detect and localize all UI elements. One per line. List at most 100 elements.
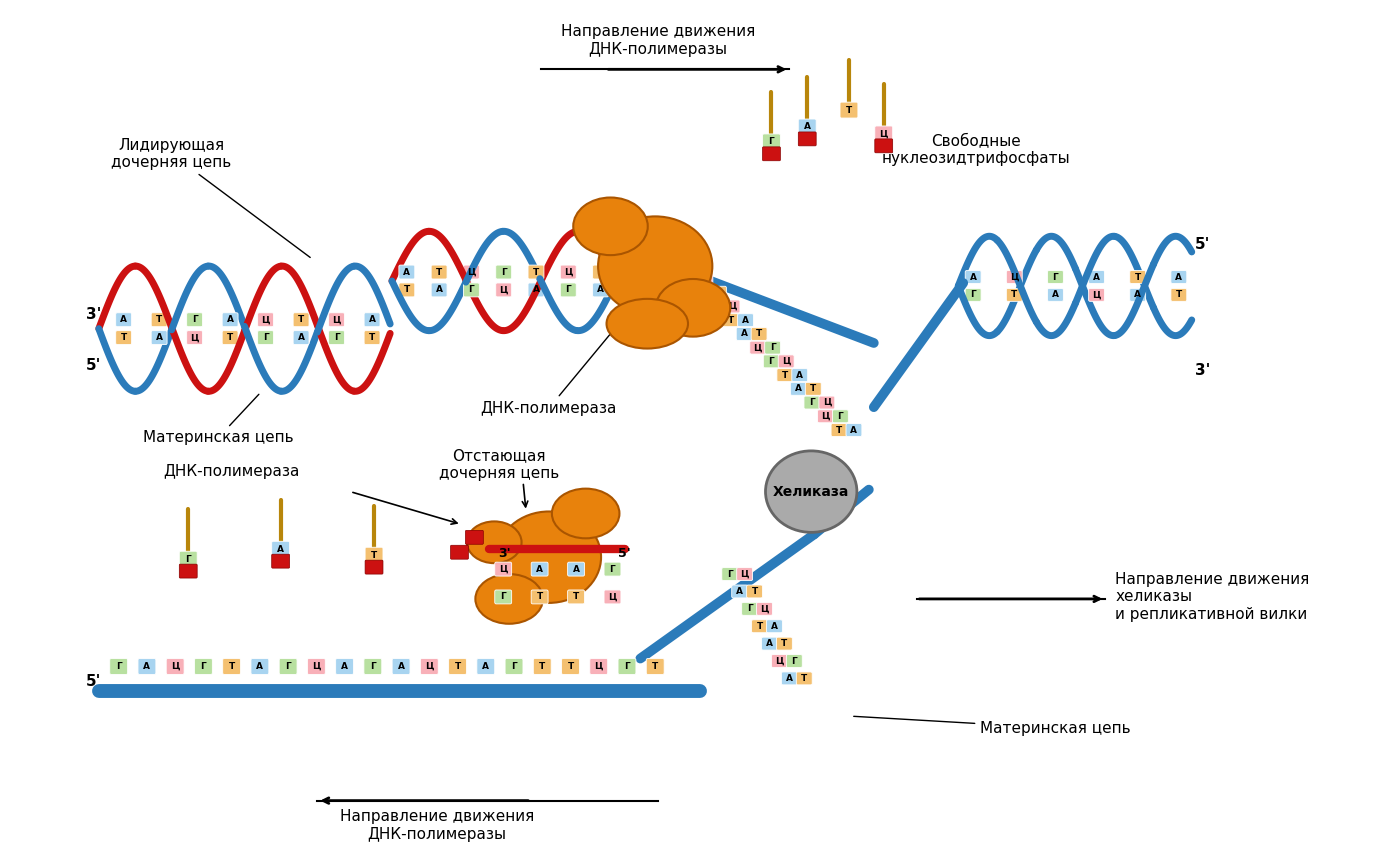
- FancyBboxPatch shape: [806, 383, 821, 396]
- FancyBboxPatch shape: [567, 590, 584, 604]
- FancyBboxPatch shape: [874, 139, 892, 153]
- FancyBboxPatch shape: [781, 672, 797, 685]
- Text: Ц: Ц: [190, 334, 198, 342]
- FancyBboxPatch shape: [271, 541, 289, 557]
- FancyBboxPatch shape: [364, 313, 380, 327]
- Text: Г: Г: [500, 593, 507, 601]
- FancyBboxPatch shape: [223, 658, 241, 675]
- FancyBboxPatch shape: [764, 341, 781, 354]
- Text: Т: Т: [540, 662, 545, 671]
- Text: Ц: Ц: [262, 315, 270, 324]
- Text: Т: Т: [801, 674, 807, 683]
- FancyBboxPatch shape: [329, 313, 344, 327]
- FancyBboxPatch shape: [293, 313, 308, 327]
- FancyBboxPatch shape: [1089, 289, 1104, 302]
- Text: Г: Г: [191, 315, 197, 324]
- Ellipse shape: [606, 299, 688, 348]
- Text: Г: Г: [566, 285, 571, 295]
- FancyBboxPatch shape: [771, 655, 788, 668]
- Text: Ц: Ц: [467, 268, 475, 276]
- FancyBboxPatch shape: [496, 283, 512, 297]
- FancyBboxPatch shape: [1170, 289, 1187, 302]
- Text: Т: Т: [121, 334, 127, 342]
- FancyBboxPatch shape: [737, 327, 752, 340]
- Text: Г: Г: [186, 555, 191, 563]
- FancyBboxPatch shape: [1129, 289, 1146, 302]
- FancyBboxPatch shape: [392, 658, 410, 675]
- FancyBboxPatch shape: [194, 658, 212, 675]
- Text: А: А: [851, 425, 858, 435]
- Text: Г: Г: [116, 662, 121, 671]
- Text: Г: Г: [624, 662, 629, 671]
- FancyBboxPatch shape: [307, 658, 325, 675]
- Text: А: А: [341, 662, 348, 671]
- Text: Т: Т: [727, 315, 734, 325]
- FancyBboxPatch shape: [756, 602, 772, 615]
- Ellipse shape: [655, 279, 730, 337]
- Text: Ц: Ц: [880, 130, 888, 138]
- FancyBboxPatch shape: [505, 658, 523, 675]
- FancyBboxPatch shape: [464, 283, 479, 297]
- Text: А: А: [796, 371, 803, 379]
- Text: А: А: [1052, 290, 1059, 300]
- Text: Г: Г: [810, 398, 815, 407]
- FancyBboxPatch shape: [819, 396, 834, 409]
- Ellipse shape: [467, 521, 522, 563]
- FancyBboxPatch shape: [116, 313, 132, 327]
- FancyBboxPatch shape: [560, 283, 576, 297]
- FancyBboxPatch shape: [695, 286, 712, 299]
- Text: Г: Г: [511, 662, 516, 671]
- FancyBboxPatch shape: [763, 147, 781, 161]
- FancyBboxPatch shape: [1007, 270, 1022, 283]
- FancyBboxPatch shape: [1170, 270, 1187, 283]
- Text: Свободные
нуклеозидтрифосфаты: Свободные нуклеозидтрифосфаты: [881, 134, 1070, 166]
- FancyBboxPatch shape: [336, 658, 354, 675]
- FancyBboxPatch shape: [965, 289, 980, 302]
- Text: А: А: [143, 662, 150, 671]
- FancyBboxPatch shape: [257, 313, 274, 327]
- Text: А: А: [700, 289, 706, 297]
- FancyBboxPatch shape: [151, 313, 167, 327]
- FancyBboxPatch shape: [496, 265, 512, 279]
- FancyBboxPatch shape: [763, 355, 779, 368]
- Text: Т: Т: [810, 384, 817, 393]
- Text: Т: Т: [845, 105, 852, 115]
- FancyBboxPatch shape: [364, 331, 380, 345]
- Text: Отстающая
дочерняя цепь: Отстающая дочерняя цепь: [439, 448, 559, 481]
- FancyBboxPatch shape: [329, 331, 344, 345]
- Text: Т: Т: [756, 329, 763, 339]
- Text: Г: Г: [768, 357, 774, 365]
- Text: Т: Т: [781, 639, 788, 648]
- Text: Ц: Ц: [332, 315, 340, 324]
- FancyBboxPatch shape: [761, 637, 778, 650]
- FancyBboxPatch shape: [560, 265, 576, 279]
- Text: Направление движения
ДНК-полимеразы: Направление движения ДНК-полимеразы: [340, 810, 534, 842]
- Text: Т: Т: [836, 425, 843, 435]
- FancyBboxPatch shape: [1089, 270, 1104, 283]
- FancyBboxPatch shape: [786, 655, 803, 668]
- Text: Т: Т: [533, 268, 540, 276]
- FancyBboxPatch shape: [257, 331, 274, 345]
- FancyBboxPatch shape: [746, 585, 763, 598]
- Text: Т: Т: [370, 550, 377, 560]
- Ellipse shape: [552, 489, 620, 538]
- FancyBboxPatch shape: [737, 568, 753, 581]
- Text: Материнская цепь: Материнская цепь: [143, 394, 293, 446]
- FancyBboxPatch shape: [646, 658, 664, 675]
- Text: А: А: [737, 587, 744, 596]
- FancyBboxPatch shape: [752, 619, 767, 632]
- FancyBboxPatch shape: [731, 585, 748, 598]
- FancyBboxPatch shape: [709, 300, 726, 313]
- Text: А: А: [536, 564, 543, 574]
- Text: Г: Г: [263, 334, 269, 342]
- FancyBboxPatch shape: [618, 658, 636, 675]
- Text: Ц: Ц: [500, 285, 508, 295]
- FancyBboxPatch shape: [187, 331, 202, 345]
- Text: Ц: Ц: [1092, 290, 1100, 300]
- Text: Ц: Ц: [498, 564, 507, 574]
- Text: Г: Г: [468, 285, 474, 295]
- FancyBboxPatch shape: [711, 286, 727, 299]
- Text: А: А: [297, 334, 304, 342]
- FancyBboxPatch shape: [589, 658, 607, 675]
- FancyBboxPatch shape: [804, 396, 819, 409]
